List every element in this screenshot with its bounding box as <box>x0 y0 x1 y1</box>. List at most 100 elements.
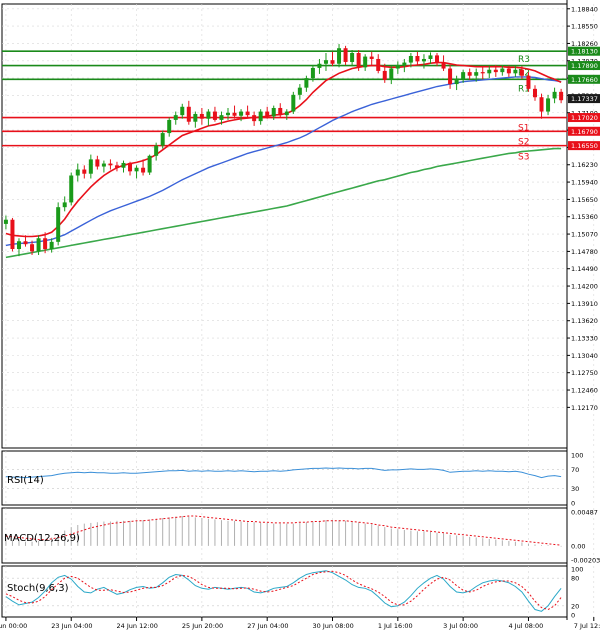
candle-body <box>435 55 440 63</box>
candle-body <box>62 202 67 208</box>
candle-body <box>428 55 433 59</box>
level-price-label-s3: 1.16550 <box>571 142 598 150</box>
candle-body <box>539 97 544 112</box>
level-price-box-s3 <box>568 141 600 151</box>
macd-signal-line <box>5 515 562 546</box>
candle-body <box>291 94 296 112</box>
y-tick-label: 1.13910 <box>571 300 598 308</box>
candle-body <box>467 72 472 76</box>
level-price-label-s1: 1.17020 <box>571 114 598 122</box>
candle-body <box>278 107 283 116</box>
y-tick-label: 1.18550 <box>571 23 598 31</box>
y-tick-label: 1.15070 <box>571 231 598 239</box>
candle-body <box>487 69 492 74</box>
candle-body <box>232 112 237 116</box>
candle-body <box>154 145 159 156</box>
candle-body <box>36 238 41 252</box>
candle-body <box>526 75 531 89</box>
macd-y-tick-label: 0.00487 <box>571 509 598 517</box>
candle-body <box>134 167 139 172</box>
candle-body <box>108 163 113 166</box>
candle-body <box>389 68 394 80</box>
candle-body <box>69 175 74 203</box>
y-tick-label: 1.15650 <box>571 196 598 204</box>
candle-body <box>519 69 524 76</box>
candle-body <box>95 159 100 167</box>
rsi-y-tick-label: 100 <box>571 452 583 460</box>
y-tick-label: 1.14490 <box>571 265 598 273</box>
stoch-signal-line <box>5 570 562 611</box>
candle-body <box>271 107 276 117</box>
level-price-label-r3: 1.18130 <box>571 48 598 56</box>
y-tick-label: 1.14200 <box>571 283 598 291</box>
candle-body <box>173 115 178 120</box>
macd-title: MACD(12,26,9) <box>4 533 80 544</box>
candle-body <box>330 60 335 64</box>
candle-body <box>369 56 374 59</box>
candle-body <box>206 111 211 119</box>
candle-body <box>356 53 361 68</box>
level-price-label-r2: 1.17890 <box>571 62 598 70</box>
stoch-y-tick-label: 100 <box>571 566 583 574</box>
candle-body <box>226 112 230 116</box>
candle-body <box>506 68 511 74</box>
candle-body <box>82 169 87 174</box>
candle-body <box>16 241 21 250</box>
candle-body <box>212 111 217 120</box>
level-price-label-s2: 1.16790 <box>571 128 598 136</box>
candle-body <box>56 207 61 242</box>
candle-body <box>3 219 8 224</box>
y-tick-label: 1.18840 <box>571 5 598 13</box>
candle-body <box>421 58 426 62</box>
level-price-box-s1 <box>568 113 600 123</box>
y-tick-label: 1.13620 <box>571 317 598 325</box>
candle-body <box>441 62 446 69</box>
y-tick-label: 1.12460 <box>571 387 598 395</box>
y-tick-label: 1.15360 <box>571 213 598 221</box>
candle-body <box>258 111 263 122</box>
candle-body <box>395 64 400 69</box>
x-tick-label: 4 Jul 08:00 <box>508 622 543 630</box>
candle-body <box>43 238 48 250</box>
y-tick-label: 1.12750 <box>571 369 598 377</box>
rsi-y-tick-label: 0 <box>571 500 575 508</box>
candle-body <box>408 55 413 63</box>
x-tick-label: 1 Jul 16:00 <box>378 622 413 630</box>
candle-body <box>23 241 28 245</box>
stoch-title: Stoch(9,6,3) <box>7 583 69 594</box>
candle-body <box>297 87 302 95</box>
x-tick-label: 20 Jun 00:00 <box>0 622 27 630</box>
candle-body <box>128 162 133 172</box>
level-price-box-r3 <box>568 46 600 56</box>
candle-body <box>147 155 152 173</box>
candle-body <box>337 48 342 64</box>
level-price-box-s2 <box>568 126 600 136</box>
rsi-y-tick-label: 70 <box>571 466 579 474</box>
rsi-y-tick-label: 30 <box>571 485 579 493</box>
candle-body <box>141 167 146 173</box>
candle-body <box>239 111 244 116</box>
y-tick-label: 1.13040 <box>571 352 598 360</box>
candle-body <box>304 78 309 88</box>
candle-body <box>323 60 328 64</box>
candle-body <box>382 70 387 80</box>
candle-body <box>219 115 224 120</box>
y-tick-label: 1.12170 <box>571 404 598 412</box>
macd-y-tick-label: 0.00 <box>571 542 585 550</box>
candle-body <box>559 91 564 101</box>
candle-body <box>121 162 126 168</box>
candle-body <box>284 111 289 116</box>
x-tick-label: 24 Jun 12:00 <box>117 622 158 630</box>
candle-body <box>265 111 270 117</box>
level-label-r3: R3 <box>518 55 530 65</box>
candle-body <box>49 241 54 250</box>
candle-body <box>167 119 172 134</box>
level-price-label-r1: 1.17660 <box>571 76 598 84</box>
candle-body <box>532 88 537 98</box>
candle-body <box>186 106 191 122</box>
y-tick-label: 1.15940 <box>571 179 598 187</box>
rsi-line <box>5 467 562 479</box>
candle-body <box>461 72 466 80</box>
y-tick-label: 1.13330 <box>571 335 598 343</box>
